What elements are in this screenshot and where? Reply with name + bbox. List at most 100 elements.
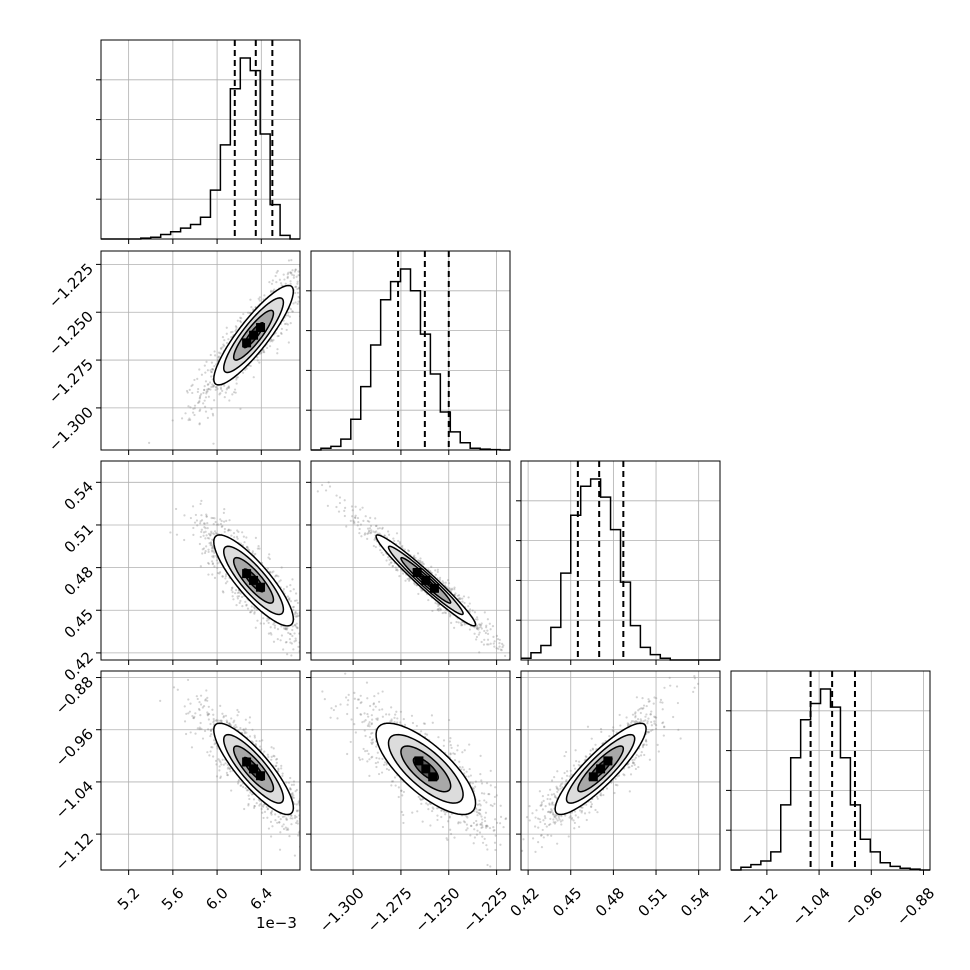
scatter-point	[390, 784, 393, 787]
scatter-point	[337, 845, 339, 847]
contour-line	[232, 309, 275, 361]
scatter-point	[456, 594, 459, 597]
scatter-point	[205, 534, 208, 537]
scatter-point	[257, 297, 260, 300]
scatter-point	[175, 533, 179, 536]
density-core-cell	[242, 569, 252, 579]
scatter-point	[466, 827, 469, 830]
scatter-point	[246, 789, 250, 792]
scatter-point	[312, 632, 314, 634]
scatter-point	[225, 326, 228, 329]
scatter-point	[271, 340, 274, 343]
scatter-point	[256, 547, 260, 550]
scatter-point	[226, 767, 229, 770]
scatter-point	[185, 712, 188, 715]
scatter-point	[361, 758, 364, 761]
scatter-point	[219, 522, 223, 526]
scatter-point	[210, 407, 213, 411]
scatter-point	[301, 294, 303, 296]
scatter-point	[388, 563, 391, 566]
density-core	[242, 323, 266, 348]
scatter-point	[218, 759, 221, 762]
scatter-point	[215, 559, 219, 562]
scatter-point	[306, 829, 308, 831]
scatter-point	[289, 271, 292, 274]
scatter-point	[223, 396, 226, 399]
scatter-point	[284, 627, 287, 630]
scatter-point	[306, 838, 308, 840]
scatter-point	[306, 824, 308, 826]
scatter-point	[476, 627, 479, 630]
scatter-point	[206, 536, 210, 540]
scatter-point	[374, 517, 377, 520]
scatter-point	[184, 732, 188, 736]
scatter-point	[193, 404, 197, 407]
scatter-point	[187, 418, 190, 422]
scatter-point	[214, 520, 217, 524]
scatter-point	[261, 811, 264, 814]
panel-frame	[100, 460, 301, 661]
scatter-point	[218, 765, 221, 768]
scatter-point	[370, 739, 373, 742]
scatter-point	[450, 588, 453, 591]
scatter-point	[400, 545, 403, 549]
scatter-point	[485, 626, 488, 629]
scatter-point	[458, 766, 461, 769]
scatter-point	[469, 781, 472, 784]
scatter-point	[212, 384, 215, 388]
scatter-point	[286, 827, 289, 830]
scatter-point	[202, 391, 205, 395]
scatter-point	[286, 276, 289, 280]
scatter-point	[248, 721, 251, 724]
scatter-point	[270, 289, 273, 292]
scatter-point	[287, 781, 291, 784]
density-core-cell	[249, 764, 259, 774]
scatter-point	[457, 594, 461, 597]
scatter-point	[265, 619, 269, 622]
scatter-point	[210, 532, 213, 535]
scatter-point	[221, 346, 224, 349]
scatter-point	[295, 788, 298, 792]
histogram-step	[521, 478, 720, 661]
scatter-point	[454, 592, 457, 595]
scatter-point	[373, 695, 376, 698]
scatter-point	[304, 624, 306, 626]
scatter-point	[289, 787, 292, 790]
scatter-point	[301, 814, 303, 816]
scatter-point	[205, 360, 208, 363]
scatter-point	[302, 813, 304, 815]
scatter-point	[449, 752, 452, 755]
scatter-point	[219, 352, 222, 355]
histogram-step	[311, 268, 510, 451]
scatter-point	[224, 762, 227, 765]
scatter-point	[295, 599, 298, 602]
density-core	[242, 757, 266, 781]
scatter-point	[461, 623, 464, 627]
scatter-point	[211, 546, 214, 549]
scatter-point	[318, 657, 320, 659]
scatter-point	[283, 322, 287, 326]
scatter-point	[205, 515, 208, 518]
scatter-point	[291, 310, 294, 313]
scatter-point	[206, 751, 209, 754]
scatter-point	[287, 341, 290, 344]
scatter-point	[209, 728, 213, 731]
density-core-cell	[421, 575, 431, 585]
histogram-panel	[306, 250, 511, 455]
scatter-point	[436, 602, 439, 605]
scatter-point	[281, 815, 284, 819]
scatter-point	[278, 821, 281, 824]
scatter-point	[276, 638, 279, 641]
scatter-point	[265, 805, 268, 809]
scatter-point	[496, 637, 500, 641]
scatter-point	[402, 572, 405, 575]
scatter-point	[305, 821, 307, 823]
scatter-point	[216, 747, 219, 750]
scatter-point	[217, 351, 221, 354]
scatter-point	[212, 523, 215, 526]
scatter-point	[269, 626, 272, 629]
panel-content	[321, 672, 508, 868]
scatter-point	[356, 516, 360, 520]
scatter-point	[210, 516, 213, 520]
scatter-point	[236, 708, 239, 712]
